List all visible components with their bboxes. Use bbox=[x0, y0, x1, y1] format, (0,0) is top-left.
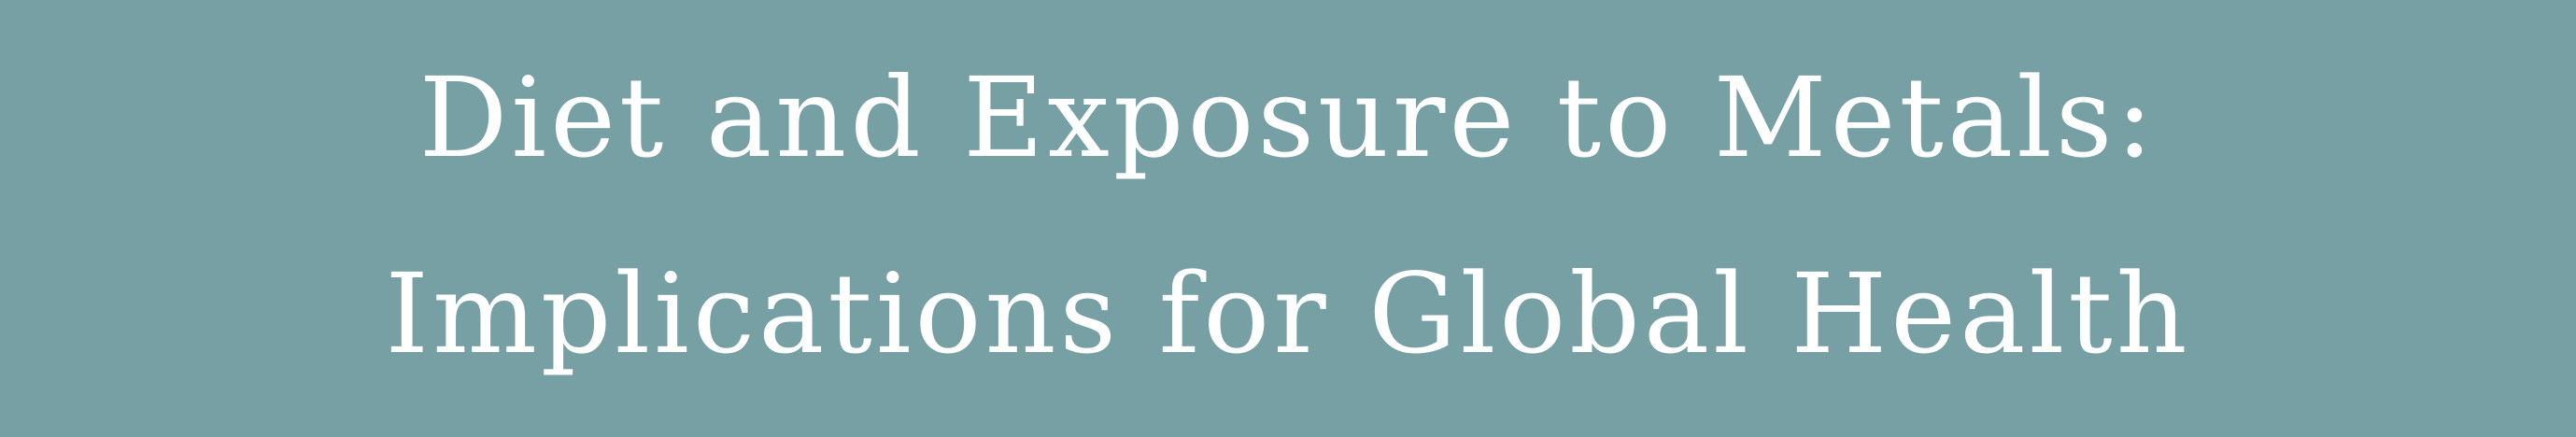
title-line-1: Diet and Exposure to Metals: bbox=[418, 53, 2158, 182]
title-line-2: Implications for Global Health bbox=[385, 249, 2191, 378]
